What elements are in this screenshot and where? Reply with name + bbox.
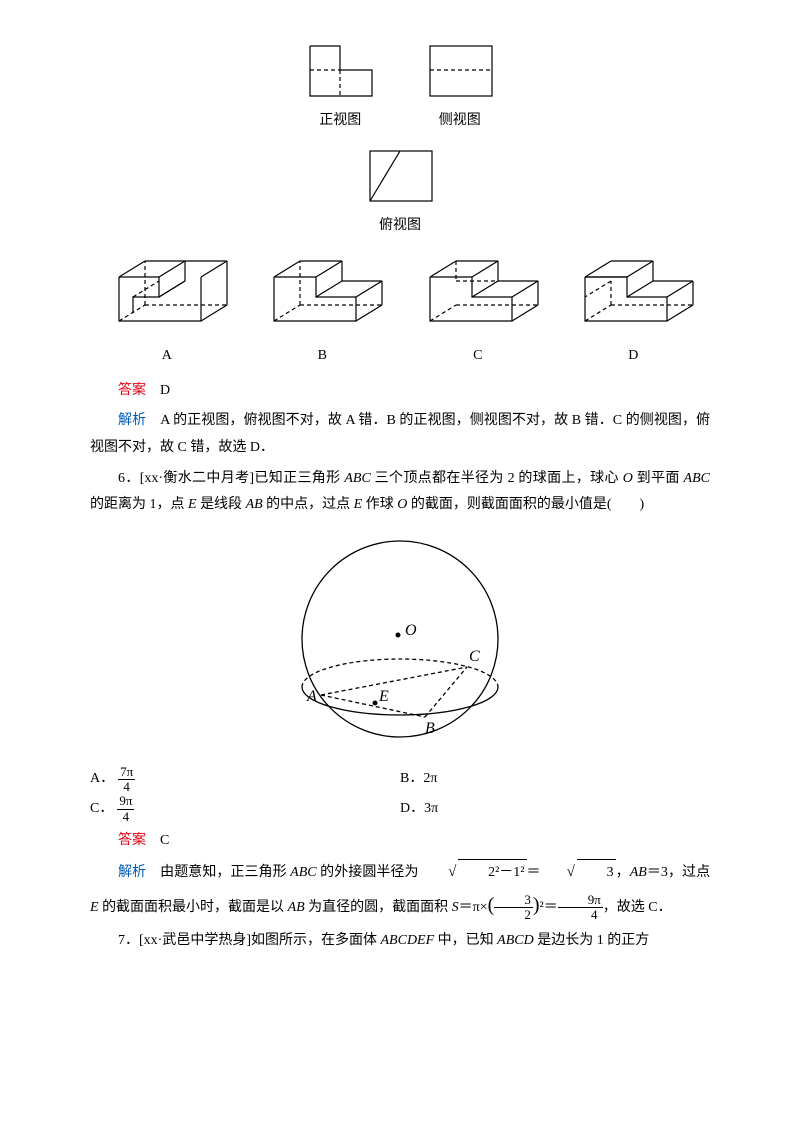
sphere-E: E — [378, 688, 389, 705]
q6-answer-line: 答案 C — [90, 828, 710, 855]
solid-opt-b-svg — [254, 249, 390, 339]
q6-mid1: 三个顶点都在半径为 2 的球面上，球心 — [371, 471, 623, 486]
q6-an-abc: ABC — [290, 865, 316, 880]
q6-an-rad2: 3 — [577, 859, 616, 887]
q6-an-mid4: 的截面面积最小时，截面是以 — [99, 900, 288, 915]
q6-an-f2d: 4 — [558, 908, 603, 922]
q6-e: E — [188, 497, 197, 512]
solid-opt-d-svg — [565, 249, 701, 339]
q6-c-num: 9π — [117, 794, 134, 809]
q6-ab: AB — [246, 497, 263, 512]
q6-o: O — [623, 471, 633, 486]
q6-an-mid5: 为直径的圆，截面面积 — [305, 900, 452, 915]
q6-c-den: 4 — [117, 810, 134, 824]
q6-an-mid2: ， — [616, 865, 630, 880]
q7-pre: 7．[xx·武邑中学热身]如图所示，在多面体 — [118, 933, 381, 948]
opt-b-label: B — [254, 343, 390, 370]
q7-abcd: ABCD — [497, 933, 534, 948]
q6-mid3: 的距离为 1，点 — [90, 497, 188, 512]
q6-mid4: 是线段 — [197, 497, 246, 512]
q6-an-pre: 由题意知，正三角形 — [160, 865, 290, 880]
q6-choice-c: C． 9π4 — [90, 794, 400, 824]
opt-a-label: A — [99, 343, 235, 370]
q6-an-mid1: 的外接圆半径为 — [317, 865, 419, 880]
q6-answer-value: C — [160, 833, 169, 848]
q7-text: 7．[xx·武邑中学热身]如图所示，在多面体 ABCDEF 中，已知 ABCD … — [90, 928, 710, 955]
sphere-B: B — [425, 720, 435, 737]
q6-pre: 6．[xx·衡水二中月考]已知正三角形 — [118, 471, 344, 486]
q6-an-f2n: 9π — [558, 893, 603, 908]
q7-abcdef: ABCDEF — [381, 933, 435, 948]
q6-an-rad1: 2²－1² — [458, 859, 526, 887]
q6-b-text: B．2π — [400, 766, 437, 793]
q6-mid6: 作球 — [362, 497, 397, 512]
three-view-top-row: 正视图 侧视图 — [90, 38, 710, 135]
q5-answer-line: 答案 D — [90, 378, 710, 405]
q6-a-den: 4 — [118, 780, 135, 794]
side-view-svg — [420, 38, 500, 104]
sphere-C: C — [469, 648, 480, 665]
q5-analysis-line: 解析 A 的正视图，俯视图不对，故 A 错．B 的正视图，侧视图不对，故 B 错… — [90, 408, 710, 461]
opt-c-label: C — [410, 343, 546, 370]
q6-choices: A． 7π4 B．2π C． 9π4 D．3π — [90, 765, 710, 824]
q6-an-fn: 3 — [494, 893, 533, 908]
q6-an-mid6: ＝π× — [459, 900, 488, 915]
q6-e2: E — [354, 497, 363, 512]
q6-mid7: 的截面，则截面面积的最小值是( ) — [407, 497, 644, 512]
q6-an-s: S — [452, 900, 459, 915]
three-view-bottom-row: 俯视图 — [90, 143, 710, 240]
front-view-label: 正视图 — [300, 108, 380, 135]
q6-abc2: ABC — [684, 471, 710, 486]
sphere-diagram: O A B C E — [90, 527, 710, 757]
q6-an-mid3: ＝3，过点 — [647, 865, 710, 880]
sphere-A: A — [306, 688, 317, 705]
q6-a-num: 7π — [118, 765, 135, 780]
q6-c-label: C． — [90, 796, 113, 823]
answer-label: 答案 — [118, 383, 146, 398]
q6-mid2: 到平面 — [633, 471, 684, 486]
opt-d-label: D — [565, 343, 701, 370]
front-view-svg — [300, 38, 380, 104]
q7-mid1: 中，已知 — [434, 933, 497, 948]
q6-an-eq2: ＝ — [544, 900, 558, 915]
side-view-label: 侧视图 — [420, 108, 500, 135]
q6-an-fd: 2 — [494, 908, 533, 922]
q6-abc: ABC — [344, 471, 370, 486]
q6-mid5: 的中点，过点 — [263, 497, 354, 512]
q6-an-end: ，故选 C． — [603, 900, 672, 915]
q6-choice-b: B．2π — [400, 765, 710, 795]
q7-mid2: 是边长为 1 的正方 — [534, 933, 650, 948]
q6-an-e: E — [90, 900, 99, 915]
top-view-label: 俯视图 — [360, 213, 440, 240]
q6-a-label: A． — [90, 766, 114, 793]
q5-answer-value: D — [160, 383, 170, 398]
q6-an-ab2: AB — [288, 900, 305, 915]
q6-analysis-line: 解析 由题意知，正三角形 ABC 的外接圆半径为 2²－1²＝3，AB＝3，过点… — [90, 859, 710, 925]
q6-choice-a: A． 7π4 — [90, 765, 400, 795]
analysis-label: 解析 — [118, 413, 146, 428]
q6-text: 6．[xx·衡水二中月考]已知正三角形 ABC 三个顶点都在半径为 2 的球面上… — [90, 466, 710, 519]
solid-opt-a-svg — [99, 249, 235, 339]
sphere-O: O — [405, 622, 417, 639]
solid-options-row: A — [90, 249, 710, 370]
q6-o2: O — [397, 497, 407, 512]
top-view-svg — [360, 143, 440, 209]
solid-opt-c-svg — [410, 249, 546, 339]
q6-an-ab: AB — [630, 865, 647, 880]
answer-label: 答案 — [118, 833, 146, 848]
q6-d-text: D．3π — [400, 796, 438, 823]
q6-choice-d: D．3π — [400, 794, 710, 824]
q5-analysis-text: A 的正视图，俯视图不对，故 A 错．B 的正视图，侧视图不对，故 B 错．C … — [90, 413, 710, 455]
analysis-label: 解析 — [118, 865, 146, 880]
